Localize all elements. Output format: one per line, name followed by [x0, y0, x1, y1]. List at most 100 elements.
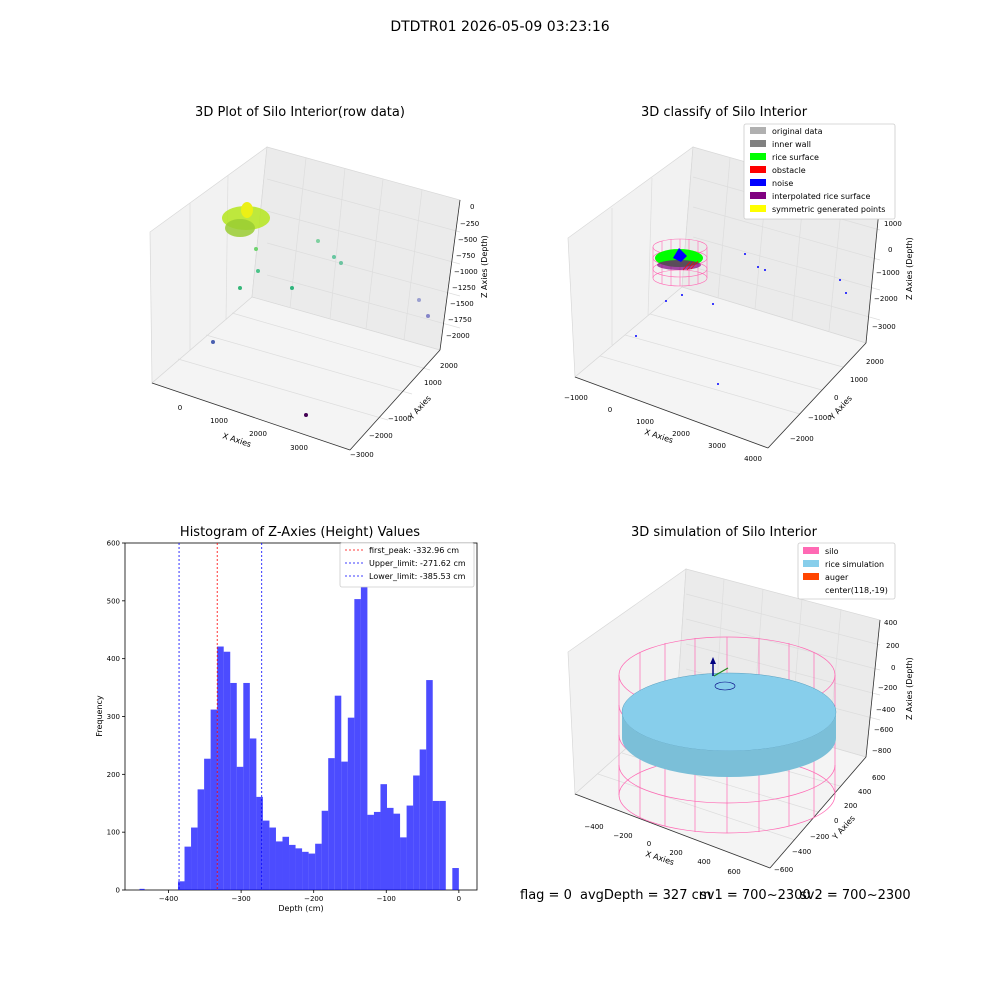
classify-x-tick: 1000: [636, 418, 654, 426]
panel-raw-title: 3D Plot of Silo Interior(row data): [195, 105, 405, 120]
histogram-bar: [204, 758, 211, 890]
raw-z-axis-label: Z Axies (Depth): [480, 235, 489, 298]
raw-y-tick: 2000: [440, 362, 458, 370]
classify-x-tick: 4000: [744, 455, 762, 463]
hist-y-axis-label: Frequency: [95, 695, 104, 737]
classify-x-tick-labels: −1000 0 1000 2000 3000 4000: [564, 394, 762, 463]
legend-swatch: [803, 573, 819, 580]
histogram-bar: [243, 682, 250, 890]
classify-x-tick: 2000: [672, 430, 690, 438]
histogram-bar: [341, 761, 348, 890]
sim-y-tick: −200: [810, 833, 829, 841]
histogram-bar: [295, 848, 303, 890]
histogram-bar: [419, 749, 427, 890]
histogram-bar: [413, 775, 420, 890]
legend-label: obstacle: [772, 166, 806, 175]
sim-y-tick: 0: [834, 817, 838, 825]
raw-z-tick: −250: [460, 220, 479, 228]
legend-swatch: [803, 560, 819, 567]
legend-swatch: [750, 192, 766, 199]
hist-y-ticks: 0 100 200 300 400 500 600: [107, 540, 125, 895]
raw-surface-peak: [241, 202, 253, 218]
legend-swatch: [750, 179, 766, 186]
legend-label: silo: [825, 547, 839, 556]
histogram-bar: [197, 789, 205, 890]
sim-x-tick: 600: [727, 868, 740, 876]
raw-y-tick-labels: 2000 1000 −1000 −2000 −3000: [350, 362, 458, 459]
classify-x-tick: −1000: [564, 394, 588, 402]
classify-y-tick: 1000: [850, 376, 868, 384]
sim-z-tick: −800: [872, 747, 891, 755]
sim-y-tick: 400: [858, 788, 871, 796]
legend-label: inner wall: [772, 140, 811, 149]
histogram-bar: [387, 807, 394, 890]
raw-point: [238, 286, 242, 290]
sim-legend-box: [797, 542, 896, 600]
histogram-bar: [432, 800, 440, 890]
classify-obstacle-hatch: [682, 260, 699, 271]
footer-flag: flag = 0: [520, 888, 572, 903]
legend-swatch: [750, 205, 766, 212]
legend-swatch: [750, 153, 766, 160]
legend-label: rice surface: [772, 153, 819, 162]
histogram-bar: [373, 811, 381, 890]
classify-legend-box: [743, 123, 896, 220]
hist-bars: [139, 578, 459, 890]
classify-legend: original data inner wall rice surface obsta…: [743, 123, 896, 220]
panel-simulation-3d: 3D simulation of Silo Interior −400 −200…: [567, 525, 914, 876]
histogram-bar: [269, 827, 276, 890]
raw-point: [256, 269, 260, 273]
classify-z-tick: −2000: [874, 295, 898, 303]
classify-z-tick: −3000: [872, 323, 896, 331]
sim-y-tick: 200: [844, 802, 857, 810]
legend-swatch: [750, 166, 766, 173]
raw-x-tick: 0: [178, 404, 182, 412]
histogram-bar: [426, 680, 433, 890]
sim-z-tick-labels: 400 200 0 −200 −400 −600 −800: [872, 619, 899, 755]
y-tick-label: 0: [116, 887, 120, 895]
sim-x-tick: 400: [697, 858, 710, 866]
legend-swatch: [750, 127, 766, 134]
histogram-bar: [308, 853, 316, 890]
classify-z-tick: −1000: [876, 269, 900, 277]
classify-x-tick: 0: [608, 406, 612, 414]
y-tick-label: 100: [107, 829, 120, 837]
raw-surface-cluster: [225, 219, 255, 237]
raw-x-tick-labels: 0 1000 2000 3000: [178, 404, 308, 452]
y-tick-label: 500: [107, 597, 120, 605]
hist-legend-box: [339, 542, 475, 588]
raw-z-tick: −500: [458, 236, 477, 244]
histogram-bar: [223, 651, 231, 890]
histogram-bar: [282, 836, 290, 890]
histogram-bar: [439, 800, 446, 890]
raw-z-tick: −1750: [448, 316, 472, 324]
sim-rice-top: [621, 672, 837, 752]
histogram-bar: [249, 738, 257, 890]
figure-title: DTDTR01 2026-05-09 03:23:16: [390, 19, 609, 35]
sim-x-tick-labels: −400 −200 0 200 400 600: [584, 823, 740, 876]
y-tick-label: 300: [107, 713, 120, 721]
raw-x-tick: 1000: [210, 417, 228, 425]
histogram-bar: [321, 810, 329, 890]
y-tick-label: 400: [107, 655, 120, 663]
sim-y-tick: 600: [872, 774, 885, 782]
histogram-bar: [347, 717, 355, 890]
classify-z-tick-labels: 1000 0 −1000 −2000 −3000: [872, 220, 902, 331]
histogram-bar: [210, 709, 218, 890]
histogram-bar: [400, 837, 407, 890]
raw-point: [211, 340, 215, 344]
classify-y-tick-labels: 2000 1000 0 −1000 −2000: [790, 358, 884, 443]
sim-y-tick: −600: [774, 866, 793, 874]
raw-y-tick: −3000: [350, 451, 374, 459]
histogram-bar: [230, 682, 237, 890]
x-tick-label: −400: [159, 895, 178, 903]
histogram-bar: [393, 813, 401, 890]
panel-classify-title: 3D classify of Silo Interior: [641, 105, 808, 120]
classify-y-tick: 0: [834, 394, 838, 402]
sim-z-tick: −400: [876, 706, 895, 714]
hist-x-axis-label: Depth (cm): [278, 904, 323, 913]
histogram-bar: [334, 695, 342, 890]
classify-noise-cluster: [673, 248, 687, 262]
raw-y-tick: −1000: [388, 415, 412, 423]
histogram-bar: [452, 868, 459, 890]
